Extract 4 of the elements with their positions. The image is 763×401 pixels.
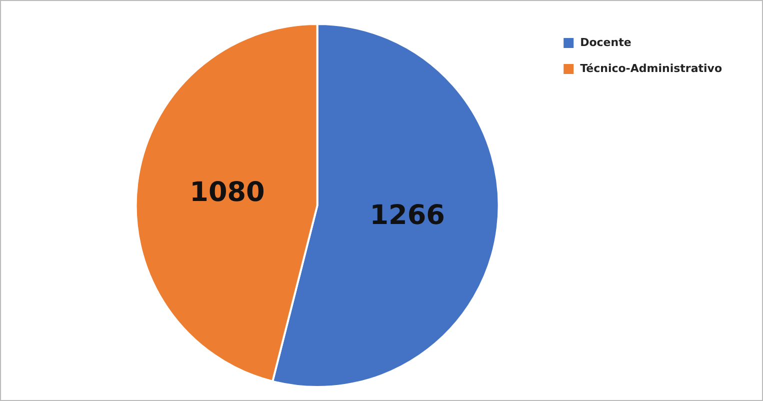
data-label: 1080	[190, 177, 265, 208]
data-label: 1266	[370, 200, 445, 231]
legend-label: Técnico-Administrativo	[580, 62, 722, 75]
legend-label: Docente	[580, 36, 632, 49]
